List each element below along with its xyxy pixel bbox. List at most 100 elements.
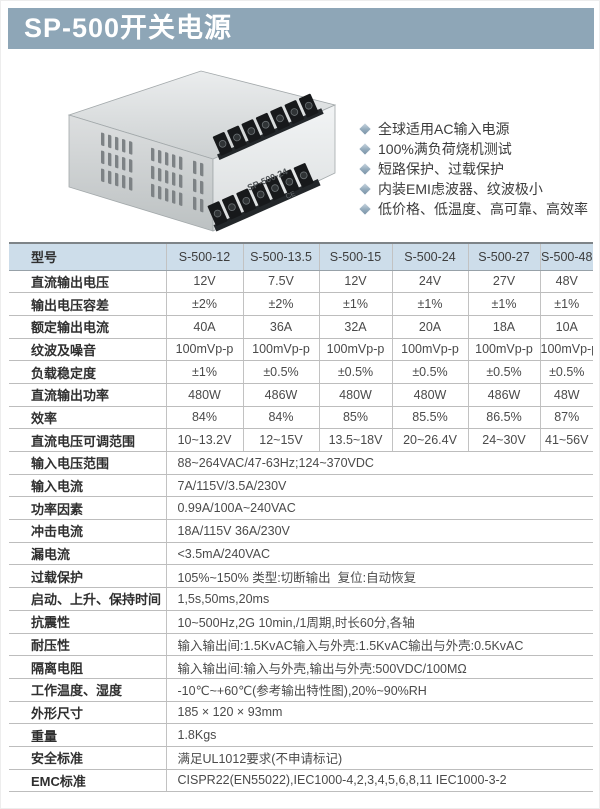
spec-row: 直流输出电压 12V 7.5V 12V 24V 27V 48V <box>9 270 593 294</box>
spec-row: 重量 1.8Kgs <box>9 723 593 747</box>
spec-value-cell: 41~56V <box>539 428 593 452</box>
spec-row: 启动、上升、保持时间 1,5s,50ms,20ms <box>9 587 593 611</box>
spec-row-label: 耐压性 <box>9 633 166 657</box>
spec-row-label: 直流电压可调范围 <box>9 428 166 452</box>
spec-merged-value-cell: 185 × 120 × 93mm <box>165 701 593 725</box>
spec-row: 隔离电阻 输入输出间:输入与外壳,输出与外壳:500VDC/100MΩ <box>9 655 593 679</box>
spec-value-cell: 7.5V <box>242 270 319 294</box>
spec-row-label: 抗震性 <box>9 610 166 634</box>
diamond-bullet-icon <box>359 203 371 215</box>
spec-row: 耐压性 输入输出间:1.5KvAC输入与外壳:1.5KvAC输出与外壳:0.5Kv… <box>9 633 593 657</box>
spec-row: 负载稳定度 ±1% ±0.5% ±0.5% ±0.5% ±0.5% ±0.5% <box>9 360 593 384</box>
spec-value-cell: ±1% <box>318 292 392 316</box>
spec-value-cell: 486W <box>467 383 540 407</box>
spec-value-cell: 100mVp-p <box>391 338 468 362</box>
spec-row-label: 功率因素 <box>9 496 166 521</box>
feature-list: 全球适用AC输入电源 100%满负荷烧机测试 短路保护、过载保护内装EMI虑波器、纹… <box>359 119 588 219</box>
spec-row-label: 直流输出电压 <box>9 270 166 294</box>
spec-value-cell: ±1% <box>467 292 540 316</box>
spec-value-cell: ±0.5% <box>391 360 468 384</box>
spec-header-label: 型号 <box>9 243 166 271</box>
spec-row: 过载保护 105%~150% 类型:切断输出 复位:自动恢复 <box>9 564 593 589</box>
spec-row: 安全标准 满足UL1012要求(不申请标记) <box>9 746 593 770</box>
feature-text: 100%满负荷烧机测试 <box>378 141 512 157</box>
feature-text: 短路保护、过载保护 <box>378 161 504 177</box>
page-title: SP-500开关电源 <box>8 8 594 49</box>
spec-header-model: S-500-48 <box>539 243 593 271</box>
spec-row-label: EMC标准 <box>9 769 166 793</box>
spec-row-label: 冲击电流 <box>9 519 166 543</box>
spec-row: 抗震性 10~500Hz,2G 10min,/1周期,时长60分,各轴 <box>9 610 593 634</box>
spec-header-row: 型号 S-500-12 S-500-13.5 S-500-15 S-500-24 S-50… <box>9 243 593 271</box>
spec-value-cell: 100mVp-p <box>318 338 392 362</box>
feature-text: 内装EMI虑波器、纹波极小 <box>378 181 543 197</box>
spec-row-label: 输入电压范围 <box>9 451 166 475</box>
spec-value-cell: 20A <box>391 315 468 339</box>
spec-row-label: 过载保护 <box>9 564 166 589</box>
spec-value-cell: ±1% <box>539 292 593 316</box>
spec-row-label: 漏电流 <box>9 542 166 566</box>
spec-row: EMC标准 CISPR22(EN55022),IEC1000-4,2,3,4,5,… <box>9 769 593 793</box>
spec-row: 直流电压可调范围 10~13.2V 12~15V 13.5~18V 20~26.4V 24… <box>9 428 593 452</box>
spec-merged-value-cell: -10℃~+60℃(参考输出特性图),20%~90%RH <box>165 678 593 702</box>
spec-value-cell: 480W <box>318 383 392 407</box>
terminal-block-bottom <box>207 163 321 232</box>
spec-value-cell: ±0.5% <box>242 360 319 384</box>
spec-value-cell: 24V <box>391 270 468 294</box>
spec-row-label: 重量 <box>9 723 166 747</box>
spec-value-cell: ±0.5% <box>318 360 392 384</box>
spec-row: 额定输出电流 40A 36A 32A 20A 18A 10A <box>9 315 593 339</box>
spec-value-cell: 36A <box>242 315 319 339</box>
spec-value-cell: 12V <box>165 270 243 294</box>
spec-value-cell: 10~13.2V <box>165 428 243 452</box>
spec-merged-value-cell: 105%~150% 类型:切断输出 复位:自动恢复 <box>165 564 593 589</box>
spec-row: 输入电流 7A/115V/3.5A/230V <box>9 474 593 498</box>
spec-header-model: S-500-12 <box>165 243 243 271</box>
spec-row: 外形尺寸 185 × 120 × 93mm <box>9 701 593 725</box>
spec-row-label: 启动、上升、保持时间 <box>9 587 166 611</box>
spec-value-cell: ±1% <box>391 292 468 316</box>
spec-row: 输出电压容差 ±2% ±2% ±1% ±1% ±1% ±1% <box>9 292 593 316</box>
spec-value-cell: 40A <box>165 315 243 339</box>
spec-row-label: 负载稳定度 <box>9 360 166 384</box>
spec-value-cell: 480W <box>165 383 243 407</box>
spec-header-model: S-500-15 <box>318 243 392 271</box>
spec-value-cell: 480W <box>391 383 468 407</box>
spec-value-cell: 84% <box>165 406 243 430</box>
spec-value-cell: ±2% <box>242 292 319 316</box>
spec-value-cell: 24~30V <box>467 428 540 452</box>
spec-value-cell: 100mVp-p <box>165 338 243 362</box>
spec-row: 工作温度、湿度 -10℃~+60℃(参考输出特性图),20%~90%RH <box>9 678 593 702</box>
spec-value-cell: ±1% <box>165 360 243 384</box>
spec-value-cell: 48V <box>539 270 593 294</box>
spec-merged-value-cell: 1.8Kgs <box>165 723 593 747</box>
spec-value-cell: 100mVp-p <box>539 338 593 362</box>
feature-item: 全球适用AC输入电源 <box>359 119 588 139</box>
spec-row: 冲击电流 18A/115V 36A/230V <box>9 519 593 543</box>
spec-value-cell: 100mVp-p <box>242 338 319 362</box>
spec-row-label: 纹波及噪音 <box>9 338 166 362</box>
spec-merged-value-cell: 输入输出间:1.5KvAC输入与外壳:1.5KvAC输出与外壳:0.5KvAC <box>165 633 593 657</box>
feature-item: 内装EMI虑波器、纹波极小 <box>359 179 588 199</box>
spec-merged-value-cell: 10~500Hz,2G 10min,/1周期,时长60分,各轴 <box>165 610 593 634</box>
spec-row-label: 外形尺寸 <box>9 701 166 725</box>
spec-merged-value-cell: 18A/115V 36A/230V <box>165 519 593 543</box>
feature-text: 低价格、低温度、高可靠、高效率 <box>378 201 588 217</box>
spec-value-cell: 84% <box>242 406 319 430</box>
spec-value-cell: ±0.5% <box>467 360 540 384</box>
spec-value-cell: ±2% <box>165 292 243 316</box>
spec-row-label: 安全标准 <box>9 746 166 770</box>
spec-value-cell: 86.5% <box>467 406 540 430</box>
spec-value-cell: 13.5~18V <box>318 428 392 452</box>
spec-merged-value-cell: 1,5s,50ms,20ms <box>165 587 593 611</box>
spec-value-cell: 12V <box>318 270 392 294</box>
spec-row-label: 效率 <box>9 406 166 430</box>
spec-row: 纹波及噪音 100mVp-p 100mVp-p 100mVp-p 100mVp-p 100… <box>9 338 593 362</box>
spec-row-label: 隔离电阻 <box>9 655 166 679</box>
spec-header-model: S-500-27 <box>467 243 540 271</box>
diamond-bullet-icon <box>359 143 371 155</box>
spec-row-label: 直流输出功率 <box>9 383 166 407</box>
spec-merged-value-cell: 0.99A/100A~240VAC <box>165 496 593 521</box>
spec-row: 直流输出功率 480W 486W 480W 480W 486W 48W <box>9 383 593 407</box>
